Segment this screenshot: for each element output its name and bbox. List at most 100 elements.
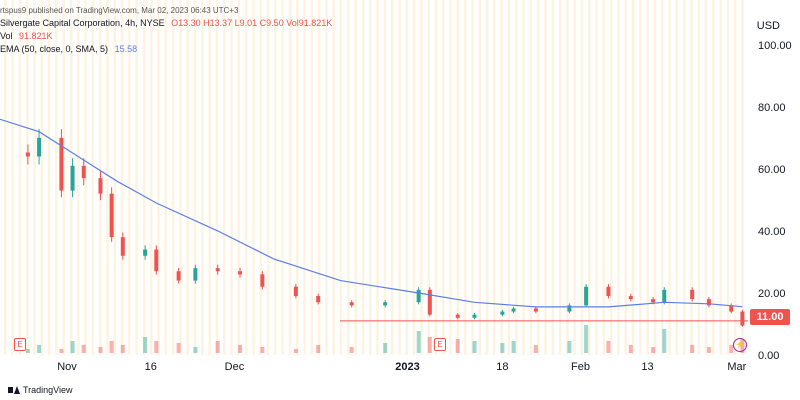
- volume-bar: [193, 347, 198, 353]
- candle-body: [584, 286, 589, 306]
- candle-body: [293, 286, 298, 297]
- candle-body: [109, 193, 114, 238]
- candle-body: [511, 308, 516, 312]
- session-band: [471, 0, 474, 355]
- volume-bar: [533, 345, 538, 353]
- session-band: [595, 0, 598, 355]
- candle-body: [500, 311, 505, 315]
- session-band: [551, 0, 554, 355]
- session-band: [179, 0, 182, 355]
- session-band: [690, 0, 693, 355]
- tradingview-logo-icon: [8, 386, 20, 394]
- volume-bar: [98, 347, 103, 353]
- tradingview-brand[interactable]: TradingView: [8, 385, 73, 395]
- session-band: [726, 0, 730, 355]
- x-tick-label: 13: [641, 361, 653, 373]
- volume-label: Vol: [0, 31, 13, 41]
- session-band: [347, 0, 350, 355]
- session-band: [500, 0, 503, 355]
- candle-body: [740, 311, 745, 326]
- session-band: [427, 0, 430, 355]
- candle-body: [455, 314, 460, 318]
- session-band: [609, 0, 613, 355]
- session-band: [463, 0, 467, 355]
- session-band: [77, 0, 80, 355]
- candle-body: [567, 305, 572, 312]
- session-band: [675, 0, 679, 355]
- session-bands: [4, 0, 744, 355]
- volume-bar: [349, 347, 354, 353]
- candle-body: [651, 299, 656, 303]
- session-band: [580, 0, 584, 355]
- session-band: [668, 0, 671, 355]
- session-band: [478, 0, 481, 355]
- session-band: [193, 0, 197, 355]
- volume-bar: [706, 347, 711, 353]
- y-tick-label: 60.00: [758, 164, 786, 176]
- volume-bar: [651, 347, 656, 353]
- ema-line: [0, 118, 743, 308]
- candle-body: [606, 286, 611, 297]
- session-band: [493, 0, 496, 355]
- session-band: [310, 0, 314, 355]
- session-band: [339, 0, 343, 355]
- candle-body: [662, 289, 667, 303]
- volume-bar: [109, 341, 114, 353]
- session-band: [237, 0, 241, 355]
- session-band: [120, 0, 124, 355]
- ema-value: 15.58: [114, 44, 138, 54]
- published-line: rtspus9 published on TradingView.com, Ma…: [0, 6, 239, 15]
- session-band: [712, 0, 715, 355]
- volume-bar: [511, 341, 516, 353]
- y-tick-label: 80.00: [758, 102, 786, 114]
- session-band: [602, 0, 606, 355]
- session-band: [639, 0, 642, 355]
- candle-body: [690, 289, 695, 300]
- candle-body: [81, 165, 86, 179]
- earnings-e-icon[interactable]: E: [14, 338, 26, 351]
- candle-body: [193, 268, 198, 281]
- volume-value: 91.821K: [19, 31, 53, 41]
- session-band: [653, 0, 657, 355]
- x-tick-label: Mar: [727, 361, 746, 373]
- volume-bar: [260, 347, 265, 353]
- session-band: [252, 0, 255, 355]
- session-band: [325, 0, 328, 355]
- session-band: [704, 0, 708, 355]
- lightning-icon[interactable]: ⚡: [733, 338, 747, 352]
- session-band: [135, 0, 138, 355]
- candle-body: [706, 299, 711, 306]
- x-tick-label: Feb: [571, 361, 590, 373]
- session-band: [544, 0, 547, 355]
- volume-bar: [176, 343, 181, 353]
- session-band: [281, 0, 284, 355]
- symbol-line: Silvergate Capital Corporation, 4h, NYSE…: [0, 17, 332, 30]
- earnings-e-icon[interactable]: E: [434, 338, 446, 351]
- session-band: [741, 0, 744, 355]
- session-band: [719, 0, 722, 355]
- session-band: [661, 0, 664, 355]
- x-axis: Nov 16 Dec 2023 18 Feb 13 Mar: [57, 361, 746, 373]
- candle-body: [59, 137, 64, 191]
- session-band: [631, 0, 635, 355]
- currency-label: USD: [756, 20, 780, 32]
- session-band: [682, 0, 686, 355]
- session-band: [128, 0, 131, 355]
- session-band: [449, 0, 452, 355]
- candle-body: [729, 305, 734, 312]
- x-tick-label: 16: [145, 361, 157, 373]
- session-band: [515, 0, 518, 355]
- session-band: [734, 0, 737, 355]
- session-band: [354, 0, 357, 355]
- volume-bar: [154, 341, 159, 353]
- ema-line-legend: EMA (50, close, 0, SMA, 5) 15.58: [0, 43, 332, 56]
- session-band: [274, 0, 277, 355]
- session-band: [91, 0, 95, 355]
- candle-body: [176, 271, 181, 281]
- session-band: [296, 0, 299, 355]
- volume-bar: [25, 349, 30, 353]
- candle-body: [98, 178, 103, 194]
- ema-label: EMA (50, close, 0, SMA, 5): [0, 44, 109, 54]
- session-band: [697, 0, 700, 355]
